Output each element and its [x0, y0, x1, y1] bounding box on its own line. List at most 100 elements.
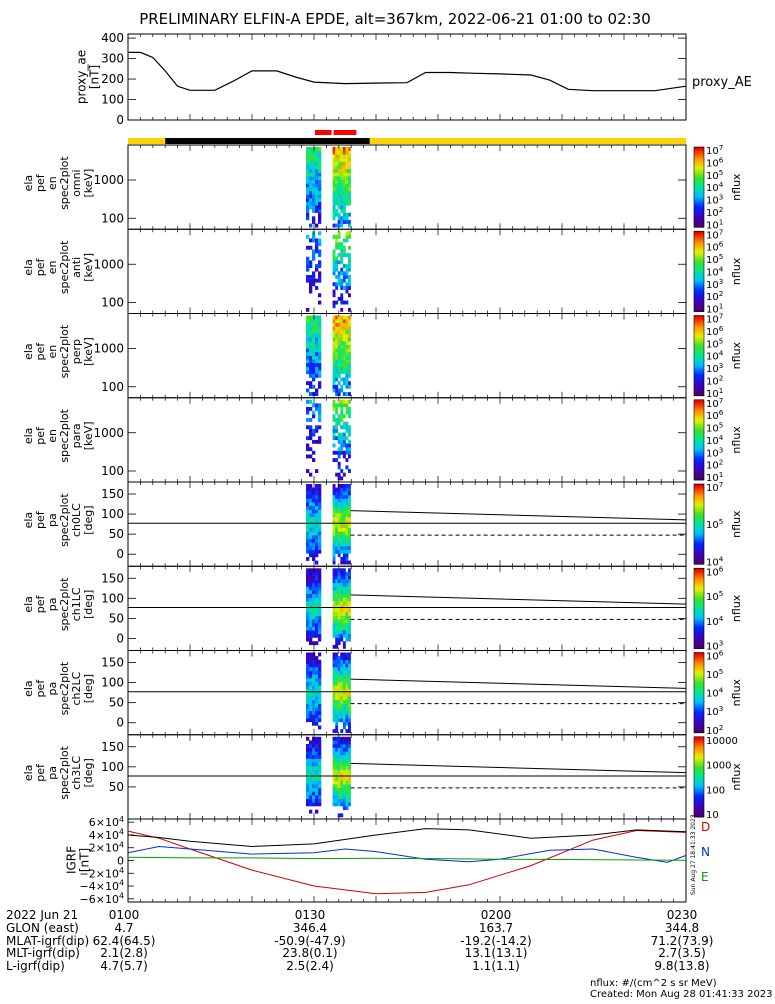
spectrogram-cell — [345, 633, 349, 638]
spectrogram-cell — [315, 689, 319, 693]
spectrogram-cell — [332, 201, 336, 206]
spectrogram-cell — [309, 348, 313, 353]
colorbar-cell — [694, 807, 704, 810]
spectrogram-cell — [309, 575, 313, 580]
spectrogram-cell — [345, 147, 349, 151]
colorbar-label: nflux — [730, 510, 743, 538]
spectrogram-cell — [315, 326, 319, 331]
spectrogram-cell — [318, 769, 322, 774]
ylabel-line: pa — [46, 598, 59, 612]
spectrogram-cell — [348, 626, 351, 631]
spectrogram-cell — [306, 579, 310, 584]
spectrogram-cell — [318, 498, 322, 503]
spectrogram-cell — [332, 384, 336, 389]
spectrogram-cell — [315, 205, 319, 210]
spectrogram-cell — [306, 198, 310, 202]
spectrogram-cell — [337, 352, 341, 356]
spectrogram-cell — [348, 502, 351, 507]
spectrogram-cell — [332, 736, 336, 741]
spectrogram-cell — [312, 330, 316, 334]
spectrogram-cell — [342, 491, 346, 496]
colorbar-cell — [694, 355, 704, 358]
spectrogram-cell — [318, 762, 322, 767]
spectrogram-cell — [340, 798, 344, 803]
spectrogram-cell — [332, 407, 336, 411]
proxy-ae-right-label: proxy_AE — [692, 75, 752, 90]
colorbar-cell — [694, 664, 704, 667]
colorbar-cell — [694, 429, 704, 433]
spectrogram-cell — [306, 568, 310, 573]
spectrogram-cell — [306, 531, 310, 536]
spectrogram-cell — [337, 498, 341, 503]
spectrogram-cell — [309, 359, 313, 364]
spectrogram-cell — [337, 476, 341, 481]
colorbar-tick-label: 101 — [706, 386, 723, 400]
spectrogram-cell — [342, 714, 346, 719]
spectrogram-cell — [312, 590, 316, 594]
spectrogram-cell — [332, 692, 336, 697]
spectrogram-cell — [306, 667, 310, 671]
spectrogram-cell — [306, 630, 310, 635]
spectrogram-cell — [348, 176, 351, 181]
spectrogram-cell — [332, 535, 336, 539]
spectrogram-cell — [318, 590, 322, 594]
spectrogram-cell — [342, 608, 346, 613]
spectrogram-cell — [340, 179, 344, 184]
spectrogram-cell — [345, 681, 349, 686]
spectrogram-cells — [306, 568, 351, 649]
spectrogram-cell — [309, 223, 313, 228]
spectrogram-cell — [345, 421, 349, 426]
spectrogram-cell — [318, 484, 322, 488]
ylabel-line: [keV] — [82, 169, 95, 198]
spectrogram-cell — [315, 809, 319, 814]
spectrogram-cell — [337, 762, 341, 767]
spectrogram-cell — [309, 201, 313, 206]
spectrogram-cell — [340, 168, 344, 173]
spectrogram-cell — [309, 282, 313, 287]
footer-row-label: 2022 Jun 21 — [6, 908, 78, 922]
spectrogram-cell — [337, 553, 341, 558]
spectrogram-cell — [318, 531, 322, 536]
spectrogram-cell — [315, 615, 319, 620]
spectrogram-cell — [345, 784, 349, 789]
spectrogram-cell — [318, 242, 322, 247]
spectrogram-cell — [312, 710, 316, 715]
spectrogram-cell — [337, 538, 341, 543]
spectrogram-cell — [315, 370, 319, 375]
spectrogram-cell — [315, 513, 319, 518]
spectrogram-cell — [312, 575, 316, 580]
ylabel-line: ela — [22, 512, 35, 529]
spectrogram-cell — [345, 795, 349, 799]
spectrogram-cell — [335, 524, 339, 528]
spectrogram-cell — [306, 348, 310, 353]
spectrogram-cell — [318, 524, 322, 528]
spectrogram-cell — [306, 608, 310, 613]
spectrogram-cell — [342, 674, 346, 679]
spectrogram-cell — [332, 644, 336, 649]
spectrogram-cell — [335, 703, 339, 708]
spectrogram-cell — [340, 575, 344, 580]
y-tick-label: 50 — [109, 611, 124, 625]
spectrogram-cell — [342, 751, 346, 756]
spectrogram-cell — [340, 586, 344, 591]
spectrogram-cell — [337, 740, 341, 745]
spectrogram-cell — [306, 593, 310, 598]
spectrogram-cell — [342, 678, 346, 682]
spectrogram-cell — [312, 253, 316, 257]
spectrogram-cell — [315, 685, 319, 690]
spectrogram-cell — [345, 597, 349, 602]
colorbar-cell — [694, 213, 704, 216]
spectrogram-cell — [340, 736, 344, 741]
spectrogram-cell — [337, 516, 341, 521]
spectrogram-cell — [348, 432, 351, 437]
spectrogram-cell — [348, 623, 351, 627]
spectrogram-cell — [318, 384, 322, 389]
colorbar-cell — [694, 357, 704, 360]
colorbar-tick-label: 1000 — [706, 761, 731, 772]
footer-row-label: L-igrf(dip) — [6, 959, 65, 973]
spectrogram-cell — [345, 498, 349, 503]
spectrogram-cells — [306, 231, 351, 312]
colorbar-cell — [694, 349, 704, 352]
spectrogram-cell — [342, 487, 346, 492]
